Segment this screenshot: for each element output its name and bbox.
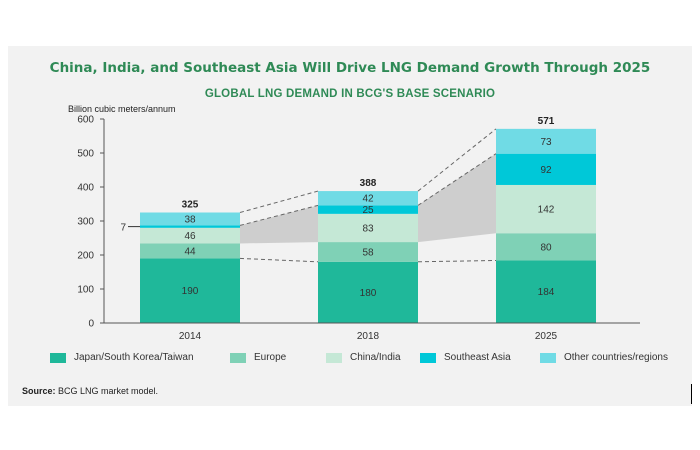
bar-segment (318, 205, 418, 214)
bar-segment (140, 258, 240, 323)
segment-label: 92 (540, 165, 552, 176)
chart-title: China, India, and Southeast Asia Will Dr… (49, 60, 651, 76)
legend-swatch (326, 352, 342, 363)
total-label: 325 (182, 200, 199, 211)
legend-label: China/India (350, 352, 401, 363)
segment-label: 38 (184, 214, 196, 225)
edge-mark (691, 384, 692, 404)
source-note: Source: BCG LNG market model. (22, 386, 158, 396)
x-tick-label: 2018 (357, 331, 380, 342)
legend-label: Japan/South Korea/Taiwan (74, 352, 194, 363)
growth-band (240, 205, 318, 244)
segment-label: 25 (362, 205, 374, 216)
source-text: BCG LNG market model. (58, 386, 159, 396)
source-label: Source: (22, 386, 56, 396)
segment-label: 83 (362, 223, 374, 234)
legend-label: Other countries/regions (564, 352, 668, 363)
bar-segment (318, 261, 418, 323)
segment-label: 180 (360, 288, 377, 299)
bar-segment (140, 243, 240, 259)
bar-segment (140, 225, 240, 228)
total-label: 388 (360, 178, 377, 189)
segment-label: 190 (182, 286, 199, 297)
dashed-connector (239, 257, 319, 263)
y-axis-unit-label: Billion cubic meters/annum (68, 104, 176, 114)
y-tick-label: 400 (77, 183, 94, 194)
segment-label: 7 (120, 223, 126, 234)
segment-label: 142 (538, 205, 555, 216)
legend-label: Southeast Asia (444, 352, 511, 363)
growth-band (418, 153, 496, 243)
y-tick-label: 600 (77, 115, 94, 126)
segment-label: 46 (184, 231, 196, 242)
bar-segment (496, 128, 596, 154)
bar-segment (496, 260, 596, 323)
dashed-connector (417, 128, 497, 192)
bar-segment (140, 212, 240, 226)
legend-swatch (540, 352, 556, 363)
legend-item: Europe (230, 352, 286, 363)
segment-label: 80 (540, 242, 552, 253)
x-tick-label: 2025 (535, 331, 558, 342)
y-tick-label: 0 (88, 319, 94, 330)
legend-item: Japan/South Korea/Taiwan (50, 352, 194, 363)
legend: Japan/South Korea/Taiwan Europe China/Indi… (20, 352, 692, 368)
bar-segment (496, 184, 596, 234)
x-tick-label: 2014 (179, 331, 202, 342)
bar-segment (496, 233, 596, 261)
y-tick-label: 200 (77, 251, 94, 262)
legend-swatch (50, 352, 66, 363)
segment-label: 44 (184, 246, 196, 257)
dashed-connector (417, 259, 497, 263)
legend-swatch (230, 352, 246, 363)
segment-label: 42 (362, 194, 374, 205)
y-tick-label: 100 (77, 285, 94, 296)
segment-label: 184 (538, 287, 555, 298)
bar-segment (140, 227, 240, 244)
bar-segment (318, 242, 418, 262)
legend-label: Europe (254, 352, 287, 363)
y-tick-label: 500 (77, 149, 94, 160)
bar-segment (496, 153, 596, 185)
legend-item: Other countries/regions (540, 352, 668, 363)
legend-item: China/India (326, 352, 401, 363)
y-tick-label: 300 (77, 217, 94, 228)
chart-subtitle: GLOBAL LNG DEMAND IN BCG'S BASE SCENARIO (204, 88, 496, 100)
dashed-connector (417, 153, 497, 206)
segment-label: 58 (362, 247, 374, 258)
bar-segment (318, 213, 418, 243)
bar-segment (318, 191, 418, 206)
segment-label: 73 (540, 137, 552, 148)
legend-item: Southeast Asia (420, 352, 511, 363)
legend-swatch (420, 352, 436, 363)
total-label: 571 (538, 116, 555, 127)
